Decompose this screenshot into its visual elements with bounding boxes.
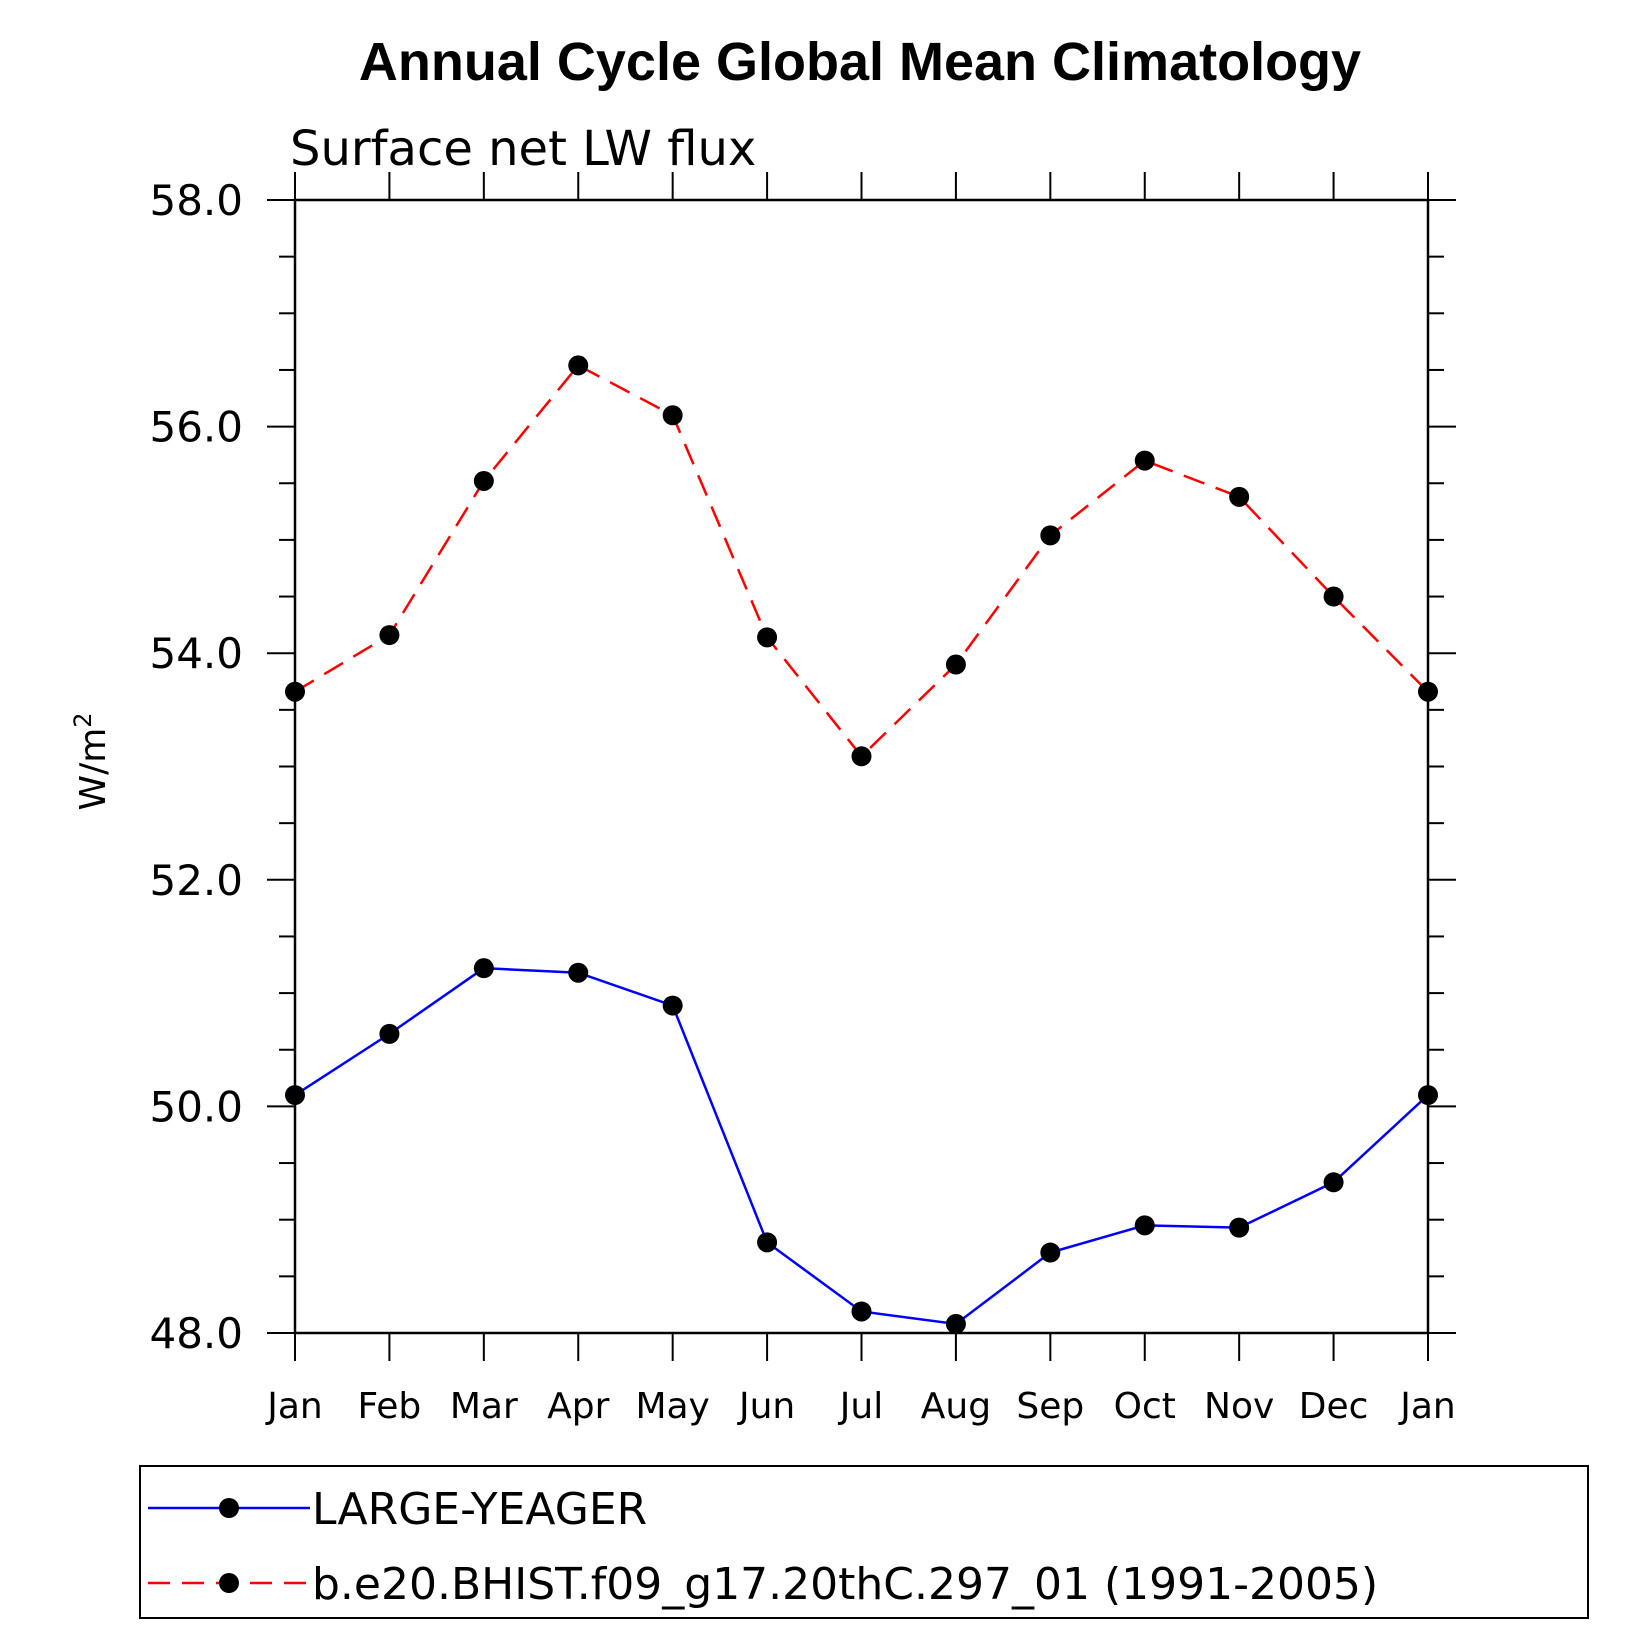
chart-title: Annual Cycle Global Mean Climatology [359,32,1361,92]
y-tick-label: 56.0 [149,403,243,452]
legend-label-2: b.e20.BHIST.f09_g17.20thC.297_01 (1991-2… [312,1559,1378,1610]
series-1-point [568,962,589,983]
series-1-point [1040,1242,1061,1263]
plot-frame [293,198,1430,1335]
legend-label-1: LARGE-YEAGER [312,1484,647,1535]
x-axis-ticks: Jan Feb Mar Apr May Jun Jul Aug Sep Oct Nov Dec Jan [265,172,1456,1427]
series-1-point [379,1023,400,1044]
series-2-point [473,470,494,491]
x-tick-label: Aug [921,1386,991,1427]
x-tick-label: Mar [450,1386,518,1427]
series-2-point [1418,681,1438,702]
series-2-point [1134,450,1155,471]
x-tick-label: Jun [737,1386,795,1427]
series-line-1 [294,966,1429,1326]
series-1-point [1323,1172,1344,1193]
series-2-point [1040,525,1061,546]
x-tick-label: Nov [1204,1386,1274,1427]
x-tick-label: Dec [1299,1386,1369,1427]
series-1-point [473,958,494,979]
series-2-point [285,681,305,702]
chart-subtitle: Surface net LW flux [290,121,756,177]
y-tick-label: 50.0 [149,1082,243,1131]
series-1-point [851,1301,872,1322]
series-2-point [945,654,966,675]
series-1-point [945,1313,966,1334]
x-tick-label: Feb [358,1386,422,1427]
series-2-point [1229,486,1250,507]
x-tick-label: Jan [1398,1386,1456,1427]
series-layer [285,355,1438,1334]
series-line-2 [294,363,1429,759]
x-tick-label: Apr [547,1386,609,1427]
y-tick-label: 58.0 [149,176,243,225]
series-1-point [662,995,683,1016]
series-1-point [1229,1217,1250,1238]
y-axis-label: W/m2 [69,712,114,810]
series-1-point [285,1085,305,1106]
legend-box [139,1465,1589,1619]
series-2-point [1323,586,1344,607]
legend-marker-2 [219,1573,239,1593]
series-1-point [1134,1215,1155,1236]
series-1-point [757,1232,778,1253]
y-tick-label: 52.0 [149,856,243,905]
x-tick-label: Jan [265,1386,323,1427]
series-2-point [662,405,683,426]
legend-marker-1 [219,1498,239,1518]
plot-border [293,198,1430,1335]
x-tick-label: May [635,1386,709,1427]
series-2-point [568,355,589,376]
y-tick-label: 48.0 [149,1309,243,1358]
y-axis-label-text: W/m2 [69,712,114,810]
legend: LARGE-YEAGER b.e20.BHIST.f09_g17.20thC.29… [139,1465,1589,1619]
x-tick-label: Sep [1016,1386,1084,1427]
series-2-point [379,625,400,646]
series-2-point [757,627,778,648]
series-2-point [851,746,872,767]
y-tick-label: 54.0 [149,629,243,678]
x-tick-label: Oct [1114,1386,1176,1427]
series-1-point [1418,1085,1438,1106]
y-axis-ticks: 48.0 50.0 52.0 54.0 56.0 58.0 [149,176,1456,1358]
x-tick-label: Jul [838,1386,883,1427]
